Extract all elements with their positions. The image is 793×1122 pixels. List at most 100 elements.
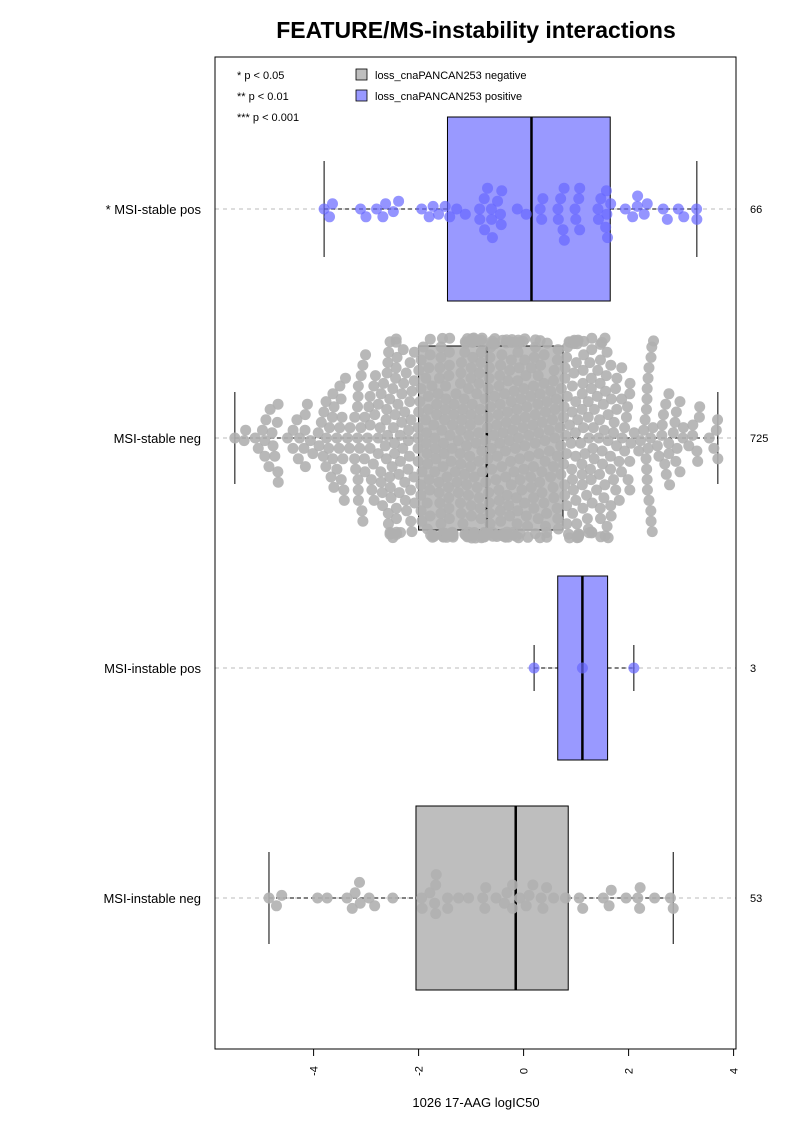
data-point	[482, 453, 494, 465]
data-point	[422, 403, 434, 415]
data-point	[368, 494, 380, 506]
data-point	[287, 424, 299, 436]
data-point	[449, 466, 461, 478]
data-point	[543, 445, 555, 457]
data-point	[452, 435, 464, 447]
data-point	[484, 507, 496, 519]
data-point	[437, 437, 449, 449]
data-point	[645, 351, 657, 363]
data-point	[541, 337, 553, 349]
data-point	[315, 416, 327, 428]
data-point	[238, 435, 250, 447]
data-point	[383, 346, 395, 358]
data-point	[592, 364, 604, 376]
data-point	[444, 332, 456, 344]
data-point	[326, 411, 338, 423]
x-tick-label: 0	[519, 1068, 531, 1074]
data-point	[498, 897, 510, 909]
data-point	[505, 354, 517, 366]
data-point	[567, 474, 579, 486]
data-point	[398, 377, 410, 389]
data-point	[523, 429, 535, 441]
group-label: MSI-instable neg	[103, 891, 201, 906]
data-point	[317, 450, 329, 462]
data-point	[301, 398, 313, 410]
significance-legend-item: *** p < 0.001	[237, 112, 299, 124]
group-labels: * MSI-stable pos MSI-stable neg MSI-instab…	[103, 202, 201, 906]
data-point	[691, 213, 703, 225]
data-point	[282, 432, 294, 444]
data-point	[486, 213, 498, 225]
data-point	[428, 530, 440, 542]
data-point	[459, 208, 471, 220]
data-point	[375, 388, 387, 400]
data-point	[710, 424, 722, 436]
data-point	[548, 364, 560, 376]
data-point	[508, 385, 520, 397]
data-point	[532, 513, 544, 525]
data-point	[462, 489, 474, 501]
data-point	[399, 476, 411, 488]
data-point	[576, 468, 588, 480]
data-point	[570, 213, 582, 225]
data-point	[486, 232, 498, 244]
data-point	[328, 481, 340, 493]
data-point	[341, 432, 353, 444]
data-point	[413, 364, 425, 376]
data-point	[394, 526, 406, 538]
data-point	[365, 474, 377, 486]
data-point	[555, 193, 567, 205]
data-point	[334, 422, 346, 434]
data-point	[592, 203, 604, 215]
data-point	[512, 505, 524, 517]
data-point	[642, 372, 654, 384]
data-point	[393, 487, 405, 499]
data-point	[298, 442, 310, 454]
data-point	[624, 484, 636, 496]
data-point	[543, 424, 555, 436]
data-point	[669, 416, 681, 428]
data-point	[534, 203, 546, 215]
data-point	[448, 409, 460, 421]
data-point	[393, 195, 405, 207]
data-point	[584, 357, 596, 369]
data-point	[344, 422, 356, 434]
data-point	[421, 497, 433, 509]
data-point	[443, 359, 455, 371]
data-point	[642, 442, 654, 454]
data-point	[591, 484, 603, 496]
data-point	[503, 435, 515, 447]
data-point	[535, 892, 547, 904]
data-point	[502, 406, 514, 418]
data-point	[647, 422, 659, 434]
data-point	[494, 208, 506, 220]
data-point	[627, 211, 639, 223]
data-point	[528, 492, 540, 504]
data-point	[445, 455, 457, 467]
points-layer	[229, 182, 724, 920]
data-point	[313, 440, 325, 452]
data-point	[616, 432, 628, 444]
data-point	[537, 193, 549, 205]
data-point	[491, 419, 503, 431]
x-tick-label: 2	[624, 1068, 636, 1074]
data-point	[507, 424, 519, 436]
data-point	[475, 346, 487, 358]
data-point	[664, 479, 676, 491]
data-point	[397, 344, 409, 356]
data-point	[380, 453, 392, 465]
data-point	[529, 437, 541, 449]
data-point	[331, 463, 343, 475]
data-point	[397, 442, 409, 454]
data-point	[566, 406, 578, 418]
data-point	[368, 380, 380, 392]
data-point	[577, 902, 589, 914]
data-point	[527, 879, 539, 891]
data-point	[367, 458, 379, 470]
data-point	[447, 419, 459, 431]
data-point	[499, 445, 511, 457]
data-point	[672, 203, 684, 215]
data-point	[431, 398, 443, 410]
data-point	[474, 367, 486, 379]
data-point	[560, 429, 572, 441]
